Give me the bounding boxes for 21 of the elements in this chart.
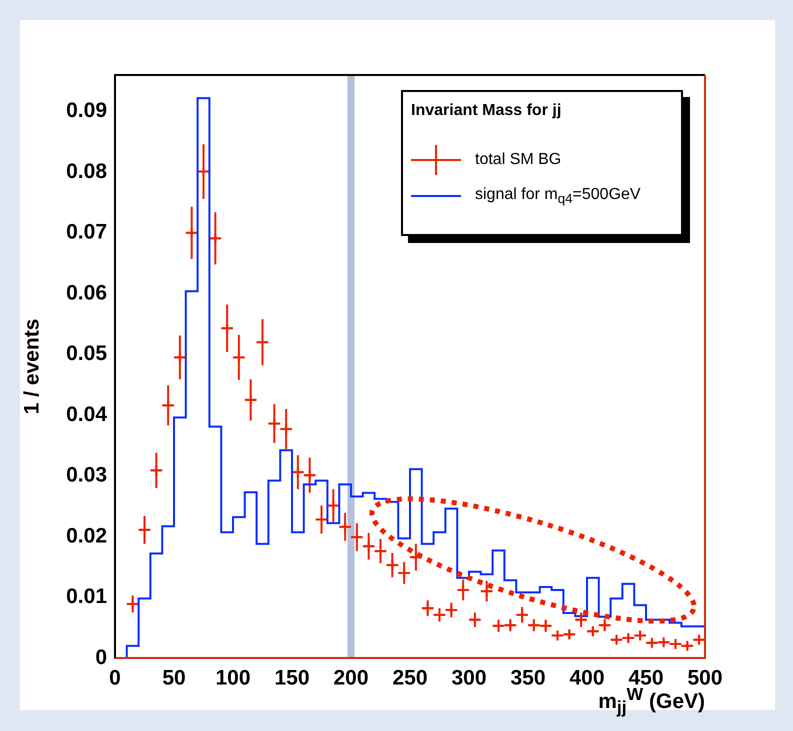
x-tick-label: 150 [274, 666, 310, 690]
x-tick-label: 250 [392, 666, 428, 690]
y-tick-label: 0.04 [66, 402, 108, 426]
legend-title: Invariant Mass for jj [411, 102, 562, 120]
y-tick-label: 0.08 [66, 160, 108, 183]
x-tick-label: 200 [333, 666, 369, 690]
y-tick-label: 0 [95, 646, 107, 669]
x-tick-label: 50 [162, 666, 186, 690]
y-tick-label: 0.01 [66, 585, 108, 608]
y-tick-label: 0.07 [66, 220, 107, 244]
y-tick-label: 0.03 [66, 464, 107, 487]
x-tick-label: 100 [215, 666, 251, 690]
y-tick-label: 0.09 [66, 99, 107, 122]
legend-label: signal for m$_{q4}$=500GeV [475, 186, 641, 206]
x-tick-label: 350 [510, 666, 546, 690]
y-axis-title: 1 / events [20, 318, 44, 414]
legend-label: total SM BG [475, 151, 562, 169]
y-tick-label: 0.02 [66, 524, 107, 548]
y-tick-label: 0.06 [66, 281, 107, 304]
x-tick-label: 300 [451, 666, 487, 690]
y-tick-label: 0.05 [66, 342, 108, 366]
